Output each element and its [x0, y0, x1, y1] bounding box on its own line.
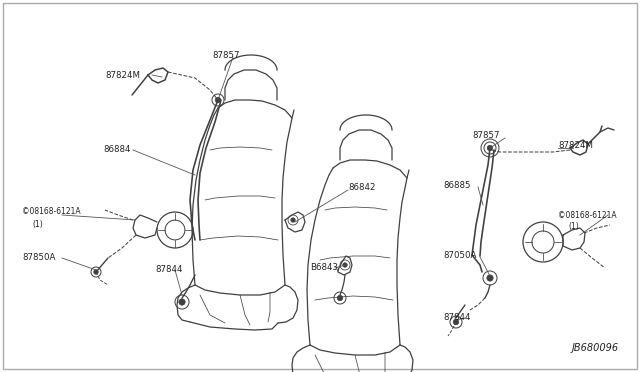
- Text: JB680096: JB680096: [572, 343, 619, 353]
- Text: (1): (1): [32, 219, 43, 228]
- Text: 87844: 87844: [155, 266, 182, 275]
- Text: ©08168-6121A: ©08168-6121A: [558, 211, 616, 219]
- Circle shape: [337, 295, 342, 301]
- Circle shape: [453, 319, 459, 325]
- Text: 87050A: 87050A: [443, 250, 476, 260]
- Circle shape: [343, 263, 348, 267]
- Text: B6843: B6843: [310, 263, 338, 273]
- Text: (1): (1): [568, 222, 579, 231]
- Circle shape: [93, 270, 99, 274]
- Circle shape: [487, 145, 493, 151]
- Circle shape: [487, 275, 493, 281]
- Text: 86885: 86885: [443, 180, 470, 189]
- Text: 87850A: 87850A: [22, 253, 56, 263]
- Text: 87857: 87857: [472, 131, 499, 141]
- Text: 87824M: 87824M: [558, 141, 593, 151]
- Circle shape: [291, 218, 295, 222]
- Text: 87844: 87844: [443, 314, 470, 323]
- Circle shape: [215, 97, 221, 103]
- Text: 86884: 86884: [103, 145, 131, 154]
- Text: 87857: 87857: [212, 51, 239, 60]
- Text: 87824M: 87824M: [105, 71, 140, 80]
- Circle shape: [179, 299, 185, 305]
- Text: 86842: 86842: [348, 183, 376, 192]
- Text: ©08168-6121A: ©08168-6121A: [22, 208, 81, 217]
